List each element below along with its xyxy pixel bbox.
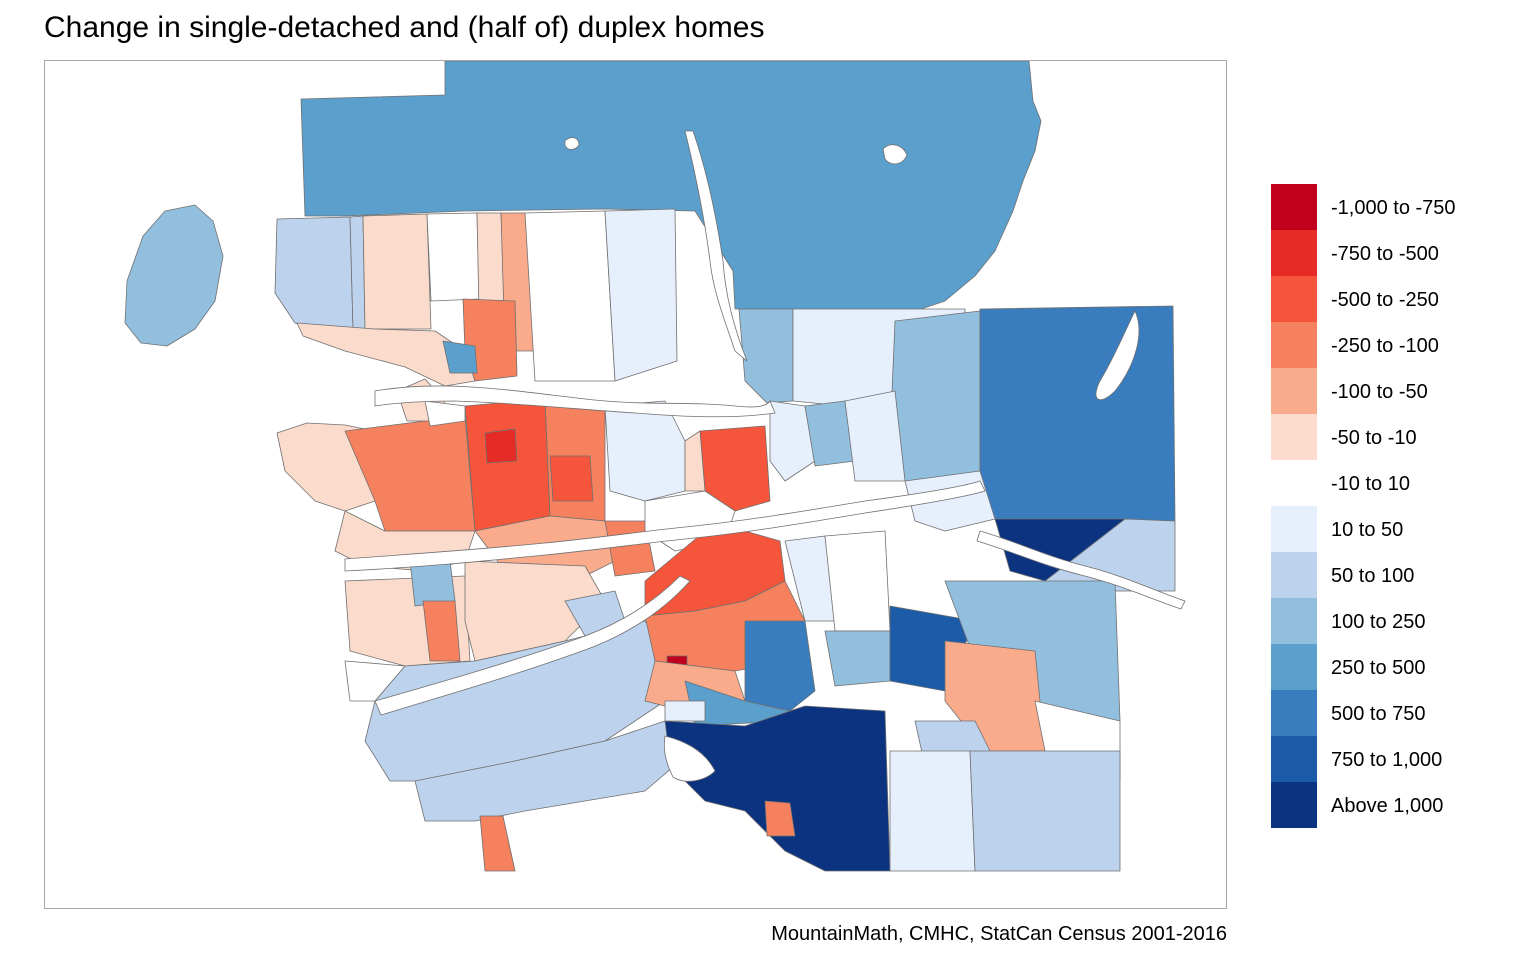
legend-label: 250 to 500 bbox=[1331, 657, 1426, 679]
legend-label: 750 to 1,000 bbox=[1331, 749, 1443, 771]
legend-label: 500 to 750 bbox=[1331, 703, 1426, 725]
choropleth-map bbox=[44, 60, 1227, 909]
legend-swatch bbox=[1271, 736, 1317, 782]
burnaby-north bbox=[604, 400, 686, 502]
legend-item: -100 to -50 bbox=[1271, 368, 1531, 414]
surrey-east-blue bbox=[744, 620, 816, 712]
fraser-river-east bbox=[976, 530, 1186, 610]
west-vancouver-west bbox=[274, 216, 354, 334]
burnaby-south bbox=[684, 430, 706, 492]
legend-label: -750 to -500 bbox=[1331, 243, 1439, 265]
north-lake-a bbox=[882, 144, 908, 165]
legend-label: 50 to 100 bbox=[1331, 565, 1415, 587]
legend-swatch bbox=[1271, 644, 1317, 690]
legend-item: -250 to -100 bbox=[1271, 322, 1531, 368]
pitt-lake bbox=[1095, 310, 1140, 401]
aldergrove bbox=[969, 750, 1121, 872]
surrey-guildford bbox=[824, 530, 891, 632]
lonsdale-blue bbox=[442, 340, 478, 374]
legend-item: -10 to 10 bbox=[1271, 460, 1531, 506]
north-van-east bbox=[604, 208, 678, 382]
bowen-island bbox=[124, 204, 224, 347]
legend-label: -500 to -250 bbox=[1331, 289, 1439, 311]
legend-swatch bbox=[1271, 276, 1317, 322]
legend-swatch bbox=[1271, 184, 1317, 230]
delta-ladner bbox=[414, 720, 681, 822]
source-caption: MountainMath, CMHC, StatCan Census 2001-… bbox=[771, 923, 1227, 945]
vancouver-central-hot bbox=[484, 428, 518, 464]
legend-label: -250 to -100 bbox=[1331, 335, 1439, 357]
legend-item: 250 to 500 bbox=[1271, 644, 1531, 690]
downtown bbox=[424, 400, 466, 427]
vancouver-west-grid bbox=[344, 415, 476, 532]
legend-item: 750 to 1,000 bbox=[1271, 736, 1531, 782]
boundary-bay-strip bbox=[664, 700, 706, 722]
legend-swatch bbox=[1271, 368, 1317, 414]
legend-swatch bbox=[1271, 322, 1317, 368]
legend-item: 100 to 250 bbox=[1271, 598, 1531, 644]
west-vancouver-central bbox=[349, 215, 366, 330]
richmond-west-blue bbox=[409, 560, 456, 607]
legend-swatch bbox=[1271, 690, 1317, 736]
legend-item: -1,000 to -750 bbox=[1271, 184, 1531, 230]
north-van-central-c bbox=[524, 210, 616, 382]
north-van-lower bbox=[462, 298, 518, 382]
burrard-inlet bbox=[374, 385, 776, 418]
legend-label: -50 to -10 bbox=[1331, 427, 1417, 449]
maple-ridge bbox=[979, 305, 1176, 522]
fraser-river-north-arm bbox=[344, 480, 986, 572]
belcarra bbox=[738, 308, 794, 404]
indian-arm bbox=[684, 130, 748, 362]
north-van-west-a bbox=[362, 213, 432, 330]
legend-swatch bbox=[1271, 552, 1317, 598]
tsawwassen bbox=[479, 815, 516, 872]
south-surrey bbox=[664, 705, 891, 872]
legend-swatch bbox=[1271, 460, 1317, 506]
legend-item: -750 to -500 bbox=[1271, 230, 1531, 276]
legend-label: -1,000 to -750 bbox=[1331, 197, 1456, 219]
legend-swatch bbox=[1271, 598, 1317, 644]
legend-label: -10 to 10 bbox=[1331, 473, 1410, 495]
legend-label: -100 to -50 bbox=[1331, 381, 1428, 403]
surrey-cloverdale bbox=[824, 630, 891, 687]
port-coquitlam bbox=[844, 390, 906, 482]
north-lake-b bbox=[564, 137, 580, 150]
vancouver-east-block bbox=[549, 455, 594, 502]
south-langley bbox=[889, 750, 976, 872]
north-van-central-a bbox=[476, 212, 506, 314]
legend-swatch bbox=[1271, 414, 1317, 460]
map-title: Change in single-detached and (half of) … bbox=[44, 11, 765, 44]
legend-item: -50 to -10 bbox=[1271, 414, 1531, 460]
legend-swatch bbox=[1271, 230, 1317, 276]
legend-item: Above 1,000 bbox=[1271, 782, 1531, 828]
legend-item: -500 to -250 bbox=[1271, 276, 1531, 322]
boundary-bay-inlet bbox=[663, 735, 716, 782]
legend-item: 500 to 750 bbox=[1271, 690, 1531, 736]
richmond-red-strip bbox=[422, 600, 461, 662]
legend-item: 10 to 50 bbox=[1271, 506, 1531, 552]
legend-item: 50 to 100 bbox=[1271, 552, 1531, 598]
legend-label: 10 to 50 bbox=[1331, 519, 1404, 541]
legend-swatch bbox=[1271, 506, 1317, 552]
white-rock bbox=[764, 800, 796, 837]
fraser-river-main-arm bbox=[374, 575, 691, 716]
legend-swatch bbox=[1271, 782, 1317, 828]
coquitlam-north bbox=[889, 310, 981, 487]
legend-label: 100 to 250 bbox=[1331, 611, 1426, 633]
legend-label: Above 1,000 bbox=[1331, 795, 1444, 817]
vancouver-central-grid bbox=[464, 398, 551, 532]
north-van-waterfront bbox=[296, 322, 476, 387]
coquitlam-west bbox=[769, 400, 816, 482]
north-shore-region bbox=[300, 61, 1042, 312]
north-van-west-b bbox=[426, 212, 480, 302]
